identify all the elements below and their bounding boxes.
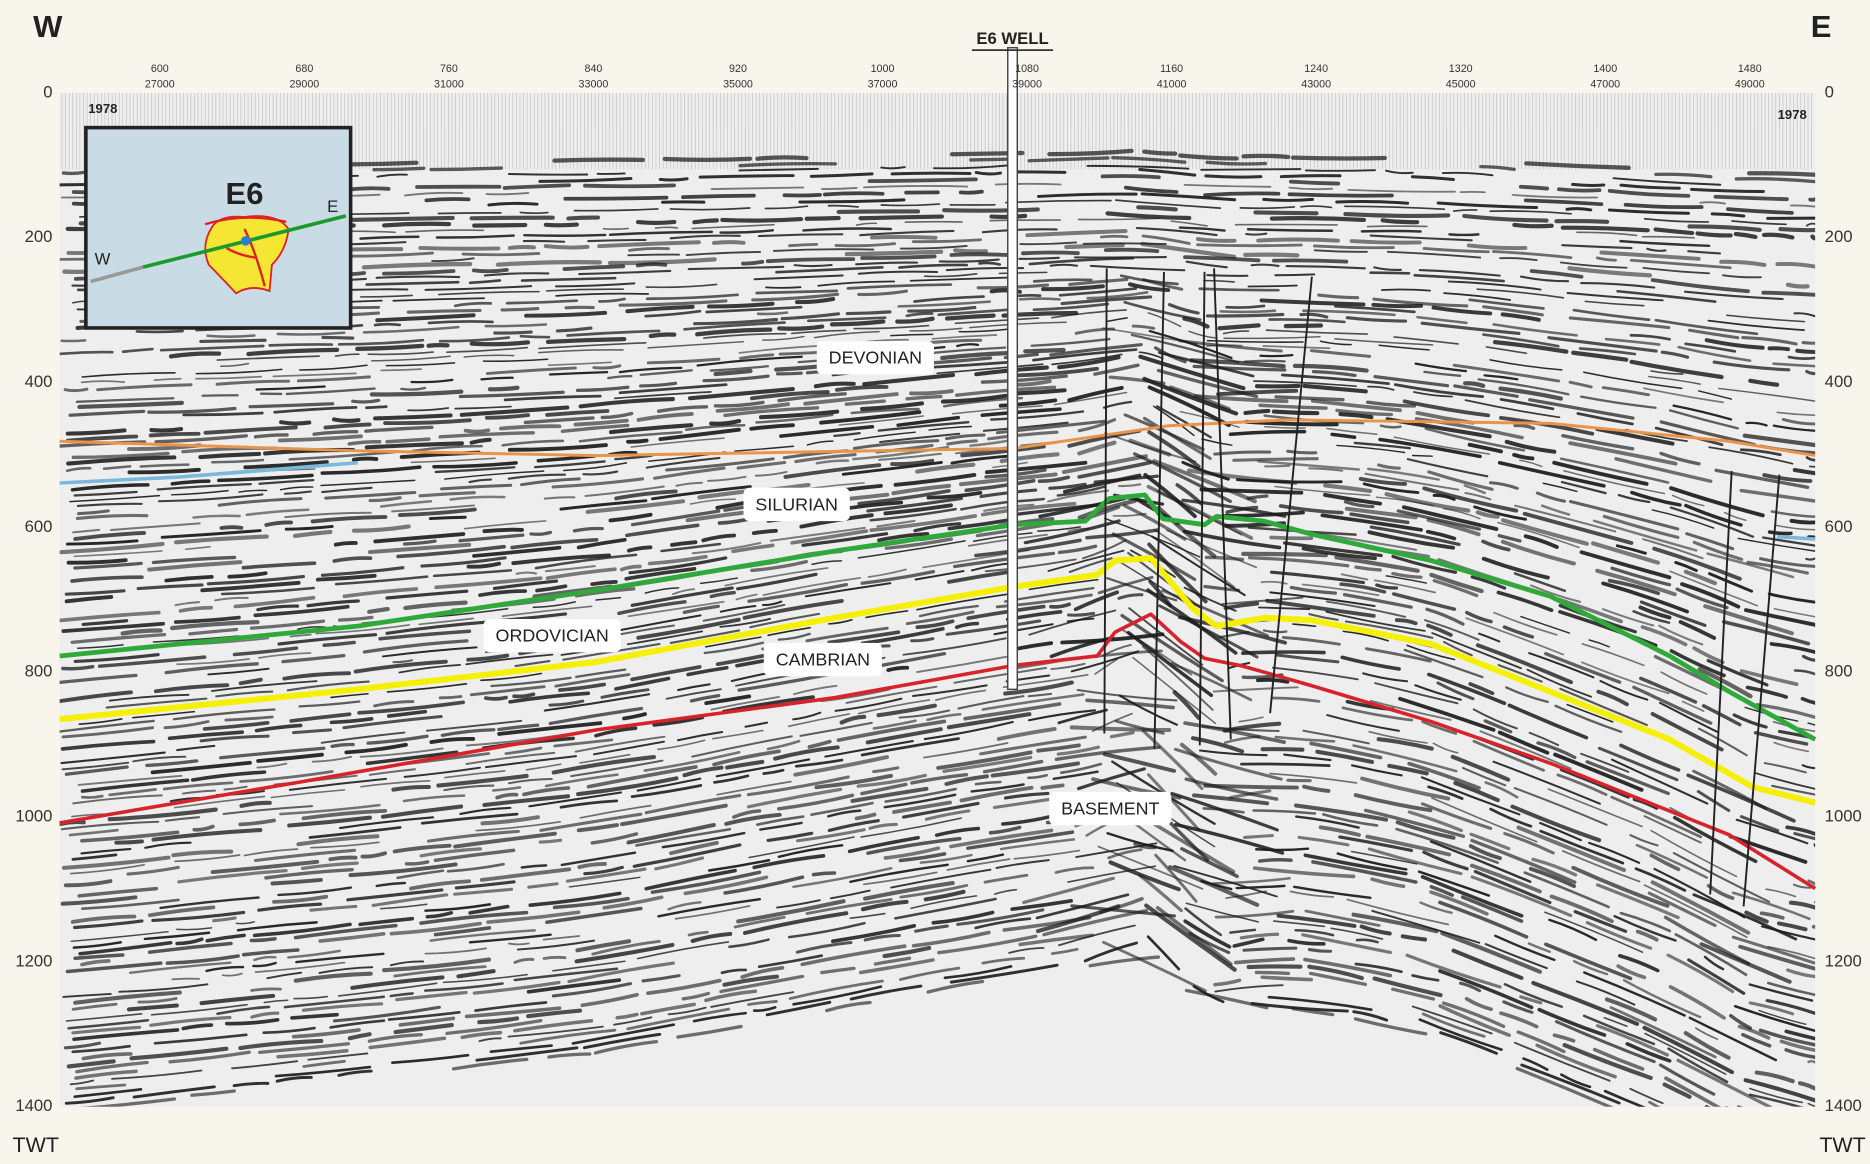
- y-tick-label: 1400: [15, 1096, 52, 1115]
- shotpoint-label: 1480: [1738, 63, 1762, 75]
- well-label: E6 WELL: [976, 29, 1048, 48]
- inset-west: W: [95, 249, 111, 268]
- year-label: 1978: [88, 101, 117, 116]
- shotpoint-label: 1320: [1449, 63, 1473, 75]
- page: E6 WELL W E TWT TWT 1978 1978 E6 W E DEV…: [0, 0, 1870, 1164]
- y-tick-label: 400: [25, 372, 53, 391]
- horizon-label: ORDOVICIAN: [496, 626, 609, 646]
- y-tick-label: 400: [1825, 372, 1853, 391]
- cdp-label: 35000: [723, 79, 753, 91]
- shotpoint-label: 1240: [1304, 63, 1328, 75]
- right-axis-label: TWT: [1819, 1133, 1865, 1157]
- y-tick-label: 0: [43, 82, 52, 101]
- horizon-label: SILURIAN: [755, 494, 837, 514]
- cdp-label: 49000: [1735, 79, 1765, 91]
- shotpoint-label: 680: [295, 63, 313, 75]
- shotpoint-label: 1080: [1015, 63, 1039, 75]
- cdp-label: 31000: [434, 79, 464, 91]
- y-tick-label: 1200: [1825, 951, 1862, 970]
- well-bore: [1008, 48, 1018, 690]
- y-tick-label: 200: [1825, 227, 1853, 246]
- y-tick-label: 1000: [15, 807, 52, 826]
- shotpoint-label: 1400: [1593, 63, 1617, 75]
- inset-east: E: [327, 197, 338, 216]
- west-label: W: [33, 9, 63, 44]
- cdp-label: 33000: [579, 79, 609, 91]
- horizon-label: CAMBRIAN: [776, 649, 870, 669]
- left-axis-label: TWT: [13, 1133, 59, 1157]
- cdp-label: 27000: [145, 79, 175, 91]
- cdp-label: 39000: [1012, 79, 1042, 91]
- y-tick-label: 600: [1825, 517, 1853, 536]
- well-location: [241, 236, 251, 246]
- shotpoint-label: 1000: [871, 63, 895, 75]
- cdp-label: 41000: [1157, 79, 1187, 91]
- horizon-label: DEVONIAN: [829, 348, 922, 368]
- inset-title: E6: [226, 176, 264, 211]
- shotpoint-label: 760: [440, 63, 458, 75]
- y-tick-label: 0: [1825, 82, 1834, 101]
- shotpoint-label: 1160: [1160, 63, 1183, 75]
- y-tick-label: 200: [25, 227, 53, 246]
- horizon: [1777, 537, 1815, 539]
- horizon-label: BASEMENT: [1061, 799, 1159, 819]
- cdp-label: 47000: [1590, 79, 1620, 91]
- y-tick-label: 800: [1825, 662, 1853, 681]
- y-tick-label: 800: [25, 662, 53, 681]
- east-label: E: [1811, 9, 1832, 44]
- location-inset: E6 W E: [86, 128, 351, 328]
- cdp-label: 45000: [1446, 79, 1476, 91]
- seismic-section: E6 WELL W E TWT TWT 1978 1978 E6 W E DEV…: [0, 0, 1870, 1164]
- shotpoint-label: 920: [729, 63, 747, 75]
- y-tick-label: 1000: [1825, 807, 1862, 826]
- cdp-label: 43000: [1301, 79, 1331, 91]
- shotpoint-label: 840: [584, 63, 602, 75]
- shotpoint-label: 600: [151, 63, 169, 75]
- cdp-label: 29000: [289, 79, 319, 91]
- y-tick-label: 1400: [1825, 1096, 1862, 1115]
- cdp-label: 37000: [868, 79, 898, 91]
- year-label: 1978: [1778, 107, 1807, 122]
- y-tick-label: 1200: [15, 951, 52, 970]
- y-tick-label: 600: [25, 517, 53, 536]
